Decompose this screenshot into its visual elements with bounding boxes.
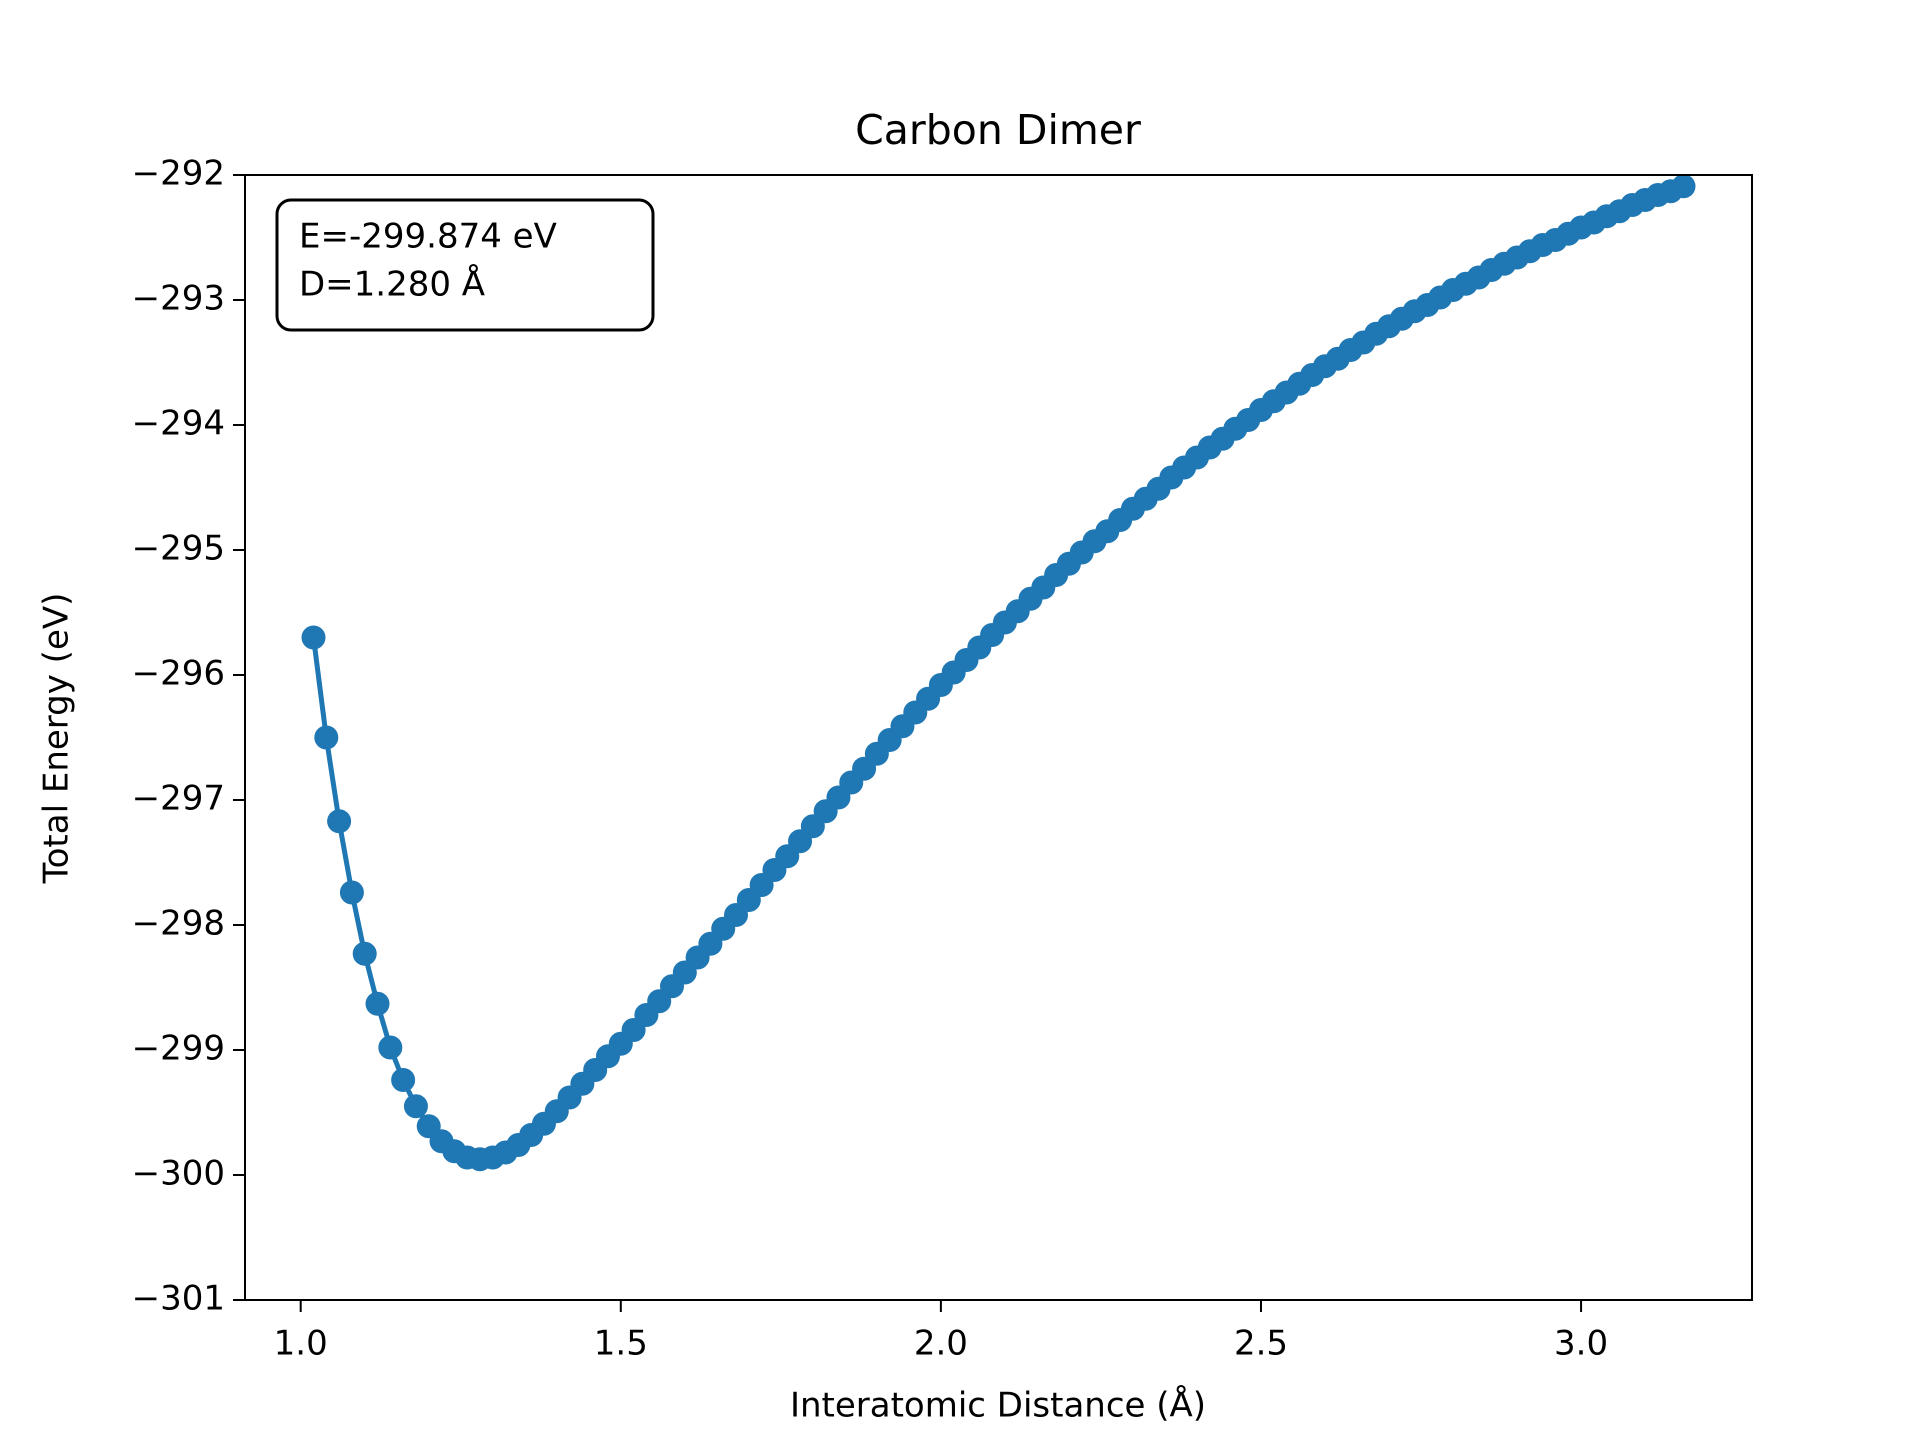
y-tick-label: −295: [132, 529, 225, 569]
data-point: [1671, 174, 1696, 199]
chart-title: Carbon Dimer: [855, 106, 1141, 154]
data-point: [339, 880, 364, 905]
data-point: [365, 991, 390, 1016]
data-point: [314, 725, 339, 750]
data-point: [352, 941, 377, 966]
annotation-box: [275, 198, 655, 332]
data-point: [301, 625, 326, 650]
y-tick-label: −301: [132, 1279, 225, 1319]
y-tick-label: −299: [132, 1029, 225, 1069]
y-axis-label: Total Energy (eV): [37, 593, 77, 885]
y-tick-label: −300: [132, 1154, 225, 1194]
data-point: [403, 1094, 428, 1119]
x-axis-label: Interatomic Distance (Å): [790, 1385, 1206, 1426]
x-tick-label: 1.5: [594, 1324, 648, 1364]
annotation-text: E=-299.874 eV: [299, 217, 557, 257]
x-tick-label: 1.0: [274, 1324, 328, 1364]
data-point: [378, 1035, 403, 1060]
data-point: [391, 1068, 416, 1092]
y-tick-label: −292: [132, 154, 225, 194]
x-tick-label: 2.5: [1234, 1324, 1288, 1364]
y-tick-label: −297: [132, 779, 225, 819]
plot-frame: [244, 174, 1753, 1301]
annotation-text: D=1.280 Å: [299, 264, 485, 305]
x-tick-label: 3.0: [1554, 1324, 1608, 1364]
x-tick-label: 2.0: [914, 1324, 968, 1364]
y-tick-label: −296: [132, 654, 225, 694]
y-tick-label: −293: [132, 279, 225, 319]
y-tick-label: −294: [132, 404, 225, 444]
y-tick-label: −298: [132, 904, 225, 944]
data-point: [327, 809, 352, 834]
